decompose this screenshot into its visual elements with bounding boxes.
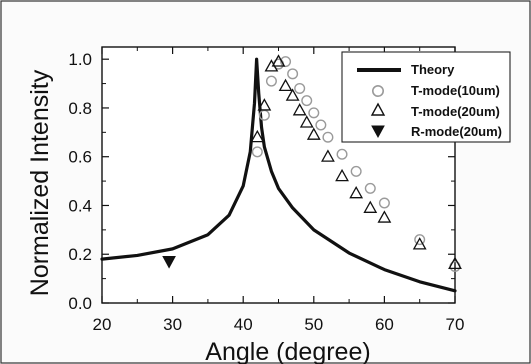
- tmode20-point: [377, 210, 392, 223]
- ticks-group: 20 30 40 50 60 70 0.0 0.2 0.4 0.6 0.8 1.0: [68, 47, 464, 334]
- tmode10-point: [322, 131, 334, 143]
- legend-label-tmode20: T-mode(20um): [411, 104, 500, 119]
- legend-rmode20-triangle: [371, 125, 385, 139]
- tmode10-point: [265, 75, 277, 87]
- tmode10-point: [287, 68, 299, 80]
- tmode10-point: [336, 148, 348, 160]
- tmode20-point: [278, 78, 293, 92]
- legend-label-tmode10: T-mode(10um): [411, 83, 500, 98]
- y-tick-label: 0.4: [68, 196, 92, 215]
- y-tick-label: 0.0: [68, 294, 92, 313]
- tmode10-point: [414, 234, 426, 246]
- tmode20-point: [321, 149, 335, 162]
- tmode20-point: [250, 129, 265, 143]
- legend-tmode20-triangle: [370, 102, 386, 116]
- tmode10-point: [301, 95, 313, 107]
- tmode20-point: [271, 54, 286, 67]
- y-axis-title: Normalized Intensity: [26, 69, 54, 296]
- tmode20-point: [285, 88, 300, 101]
- y-tick-label: 0.2: [68, 245, 92, 264]
- tmode10-point: [364, 182, 376, 194]
- x-axis-title: Angle (degree): [205, 338, 370, 364]
- tmode10-point: [294, 82, 306, 94]
- tmode20-point: [412, 237, 427, 250]
- legend: Theory T-mode(10um) T-mode(20um) R-mode(…: [341, 51, 511, 143]
- legend-box: [341, 51, 511, 143]
- tmode10-point: [315, 119, 327, 131]
- tmode10-point: [378, 197, 390, 209]
- rmode20-point: [162, 256, 176, 269]
- tmode20-point: [363, 200, 378, 213]
- x-tick-label: 60: [375, 315, 394, 334]
- tmode10-point: [280, 56, 292, 68]
- tmode20-point: [448, 256, 462, 270]
- x-tick-label: 40: [234, 315, 253, 334]
- tmode10-point: [308, 107, 320, 119]
- y-tick-label: 1.0: [68, 50, 92, 69]
- legend-label-rmode20: R-mode(20um): [411, 124, 502, 139]
- tmode10-point: [350, 165, 362, 177]
- y-tick-label: 0.6: [68, 148, 92, 167]
- x-tick-label: 30: [163, 315, 182, 334]
- tmode10-point: [251, 146, 263, 158]
- tmode20-point: [257, 98, 272, 111]
- y-tick-label: 0.8: [68, 99, 92, 118]
- tmode20-point: [335, 168, 349, 182]
- tmode20-point: [292, 103, 307, 116]
- tmode20-point: [299, 115, 314, 128]
- x-tick-label: 20: [93, 315, 112, 334]
- tmode20-point: [349, 185, 364, 199]
- series-group: [100, 54, 462, 293]
- legend-tmode10-circle: [371, 85, 384, 98]
- legend-label-theory: Theory: [411, 62, 455, 77]
- tmode20-point: [306, 127, 321, 140]
- x-tick-label: 50: [304, 315, 323, 334]
- x-tick-label: 70: [446, 315, 465, 334]
